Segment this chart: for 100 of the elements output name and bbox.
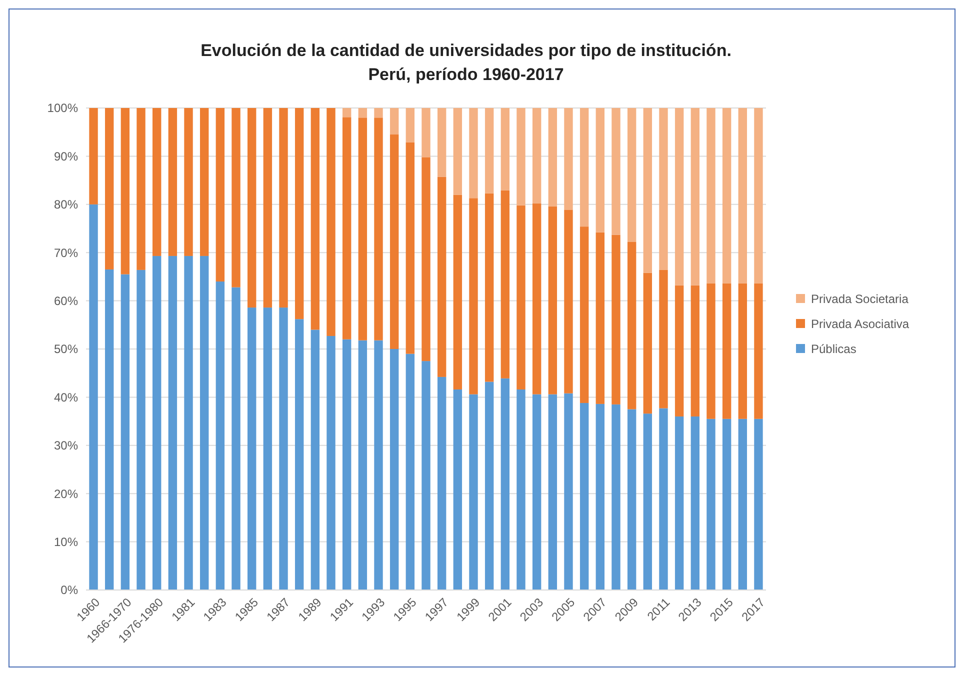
bar [152, 256, 162, 590]
bar [136, 108, 146, 270]
bar [738, 418, 747, 590]
y-tick-label: 10% [54, 535, 78, 549]
bar [437, 376, 446, 590]
y-tick-label: 40% [54, 390, 78, 404]
bar [374, 108, 383, 118]
bar [136, 270, 146, 590]
legend-label: Privada Societaria [811, 292, 909, 306]
bar [168, 108, 178, 256]
bar [690, 285, 700, 416]
bar [105, 269, 114, 590]
bar [548, 206, 558, 394]
y-tick-label: 90% [54, 149, 78, 164]
bar [200, 256, 209, 590]
bar [659, 408, 668, 590]
bar [453, 389, 462, 590]
bar [484, 382, 494, 590]
bar [706, 108, 716, 284]
bar [200, 108, 209, 256]
bar [216, 108, 225, 282]
bar [120, 274, 130, 590]
bar [152, 108, 162, 256]
bar [184, 108, 193, 256]
bar [247, 308, 256, 590]
bar [564, 393, 573, 590]
bar [406, 354, 415, 590]
legend-label: Privada Asociativa [811, 317, 910, 332]
bar [500, 190, 510, 378]
bar [659, 270, 668, 408]
bar [453, 108, 462, 195]
bar [612, 108, 620, 235]
bar [294, 319, 304, 590]
bar [406, 108, 415, 142]
bar [532, 108, 542, 204]
bar [484, 108, 494, 194]
bar [548, 394, 558, 590]
bar [564, 108, 573, 210]
bar [532, 394, 542, 590]
bar [469, 108, 478, 198]
bar [580, 226, 589, 403]
bar [294, 108, 304, 320]
bar [326, 336, 336, 590]
y-tick-label: 60% [54, 294, 78, 308]
bar [247, 108, 256, 308]
bar [674, 285, 684, 416]
bar [342, 339, 352, 590]
bar [674, 108, 684, 286]
bar [469, 198, 478, 394]
bar [706, 283, 716, 419]
bar [627, 242, 636, 410]
bar [374, 118, 383, 340]
bar [168, 256, 178, 590]
bar [422, 157, 430, 362]
bar [516, 389, 526, 590]
bar [612, 404, 620, 590]
bar [326, 108, 336, 336]
bar [390, 134, 399, 349]
y-tick-label: 80% [54, 198, 78, 212]
bar [596, 108, 605, 232]
bar [659, 108, 668, 270]
bar [596, 404, 605, 590]
bar [279, 108, 288, 308]
bar [738, 283, 747, 419]
bar [406, 142, 415, 354]
y-tick-label: 100% [47, 101, 78, 116]
bar [722, 108, 732, 284]
bar [500, 378, 510, 590]
bar [279, 308, 288, 590]
bar [263, 108, 272, 308]
bar [516, 205, 526, 390]
bar [89, 108, 98, 204]
bar [484, 193, 494, 382]
bar [374, 340, 383, 590]
bar [105, 108, 114, 270]
bar [358, 340, 368, 590]
bar [643, 414, 652, 590]
bar [184, 256, 193, 590]
bar [754, 418, 763, 590]
bar [674, 416, 684, 590]
bar [120, 108, 130, 274]
bar [612, 234, 620, 404]
bar [643, 272, 652, 414]
bar [627, 409, 636, 590]
bar [437, 108, 446, 177]
bar [500, 108, 510, 190]
bar [516, 108, 526, 206]
bar [580, 108, 589, 227]
bar [564, 210, 573, 394]
y-tick-label: 70% [54, 246, 78, 260]
bar [232, 287, 240, 590]
chart-title: Evolución de la cantidad de universidades por tipo de institución. Perú, período 1960-2017 [200, 41, 732, 84]
bar [722, 283, 732, 419]
y-tick-label: 0% [60, 583, 78, 598]
bar [532, 203, 542, 394]
bar [548, 108, 558, 206]
bar [643, 108, 652, 273]
y-tick-label: 20% [54, 486, 78, 501]
bar [342, 108, 352, 118]
bar [437, 176, 446, 377]
